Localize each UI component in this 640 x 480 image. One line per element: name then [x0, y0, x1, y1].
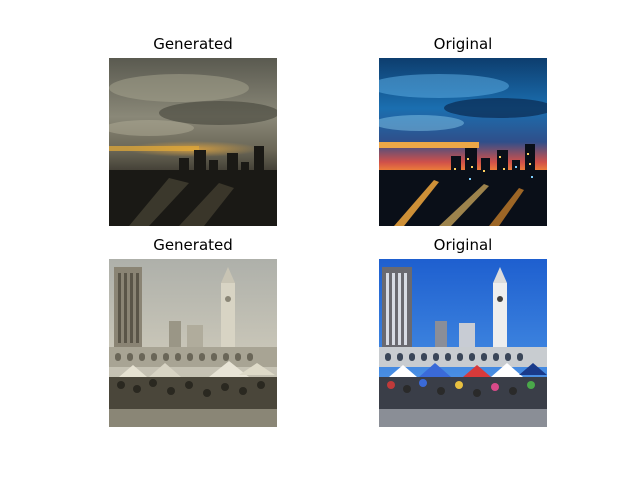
generated-ferry-building-image: [109, 259, 277, 427]
generated-skyline-image: [109, 58, 277, 226]
panel-title-generated-1: Generated: [153, 35, 233, 53]
panel-title-generated-2: Generated: [153, 236, 233, 254]
panel-title-original-1: Original: [433, 35, 493, 53]
original-skyline-image: [379, 58, 547, 226]
original-ferry-building-image: [379, 259, 547, 427]
panel-title-original-2: Original: [433, 236, 493, 254]
